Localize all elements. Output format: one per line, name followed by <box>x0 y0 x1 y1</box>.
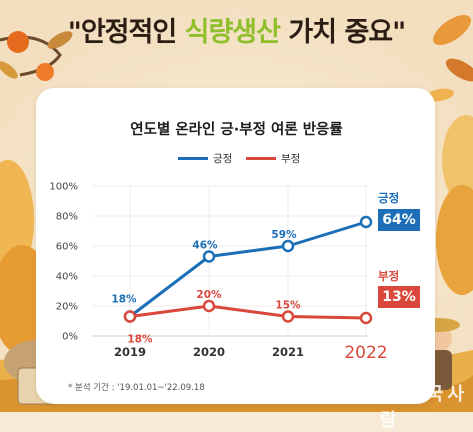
data-label: 20% <box>196 289 222 301</box>
data-label: 18% <box>111 294 137 306</box>
y-tick-label: 80% <box>56 212 78 223</box>
y-tick-label: 20% <box>56 302 78 313</box>
data-point <box>281 310 295 323</box>
data-point <box>359 311 373 325</box>
data-label: 15% <box>275 300 301 312</box>
data-label: 59% <box>271 229 297 241</box>
x-tick-label: 2022 <box>344 343 387 363</box>
headline-quote-close: " <box>392 17 406 48</box>
end-badge-positive: 64% <box>378 209 420 231</box>
legend-label-positive: 긍정 <box>213 153 233 165</box>
data-point <box>359 215 373 229</box>
series-line <box>129 220 367 318</box>
legend-label-negative: 부정 <box>281 153 301 165</box>
headline-part1: 안정적인 <box>80 17 185 48</box>
legend-line-positive <box>178 157 208 160</box>
end-label-positive-name: 긍정 <box>378 191 400 205</box>
headline-part2: 가치 중요 <box>279 17 393 48</box>
data-point <box>202 250 216 263</box>
y-tick-label: 100% <box>49 182 78 193</box>
watermark-logo: 대한민국 사람 <box>380 384 464 431</box>
y-tick-label: 60% <box>56 242 78 253</box>
headline: "안정적인 식량생산 가치 중요" <box>0 10 473 49</box>
data-point <box>281 239 295 253</box>
end-label-negative-name: 부정 <box>378 269 400 283</box>
x-tick-label: 2019 <box>114 345 146 359</box>
footnote: * 분석 기간 : '19.01.01~'22.09.18 <box>68 383 205 393</box>
x-tick-label: 2021 <box>272 345 304 359</box>
chart-title: 연도별 온라인 긍·부정 여론 반응률 <box>130 122 343 138</box>
series-line <box>129 304 367 320</box>
line-chart: 0% 20% 40% 60% 80% 100% 2019 2020 2021 2022 18% 46%… <box>49 182 387 364</box>
y-tick-label: 0% <box>62 332 78 343</box>
data-label: 46% <box>192 240 218 252</box>
legend-line-negative <box>246 157 276 160</box>
headline-quote-open: " <box>67 17 82 48</box>
data-point <box>123 310 137 323</box>
headline-highlight: 식량생산 <box>184 17 281 48</box>
end-badge-negative: 13% <box>378 286 420 308</box>
x-tick-label: 2020 <box>193 345 225 359</box>
y-tick-label: 40% <box>56 272 78 283</box>
data-label: 18% <box>127 334 153 346</box>
data-point <box>202 299 216 313</box>
